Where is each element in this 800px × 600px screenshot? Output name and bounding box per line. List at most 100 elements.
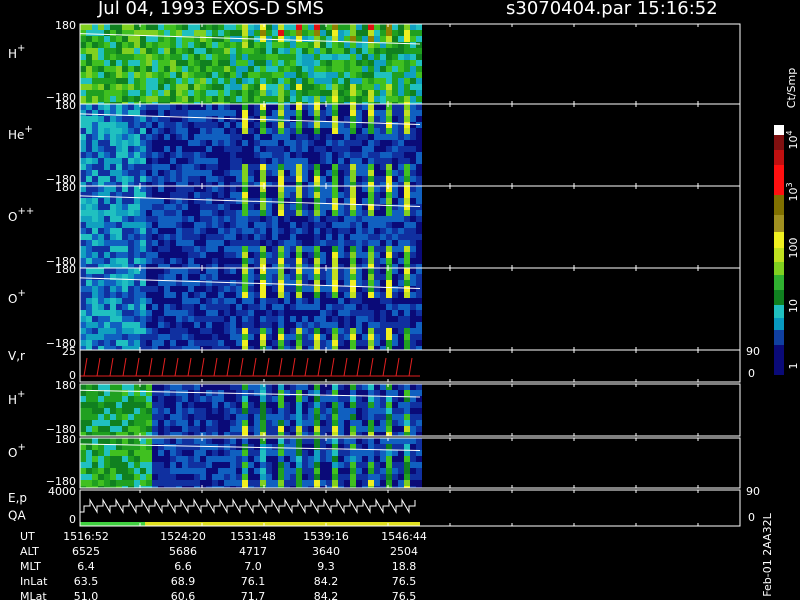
spectrogram-cell [296,450,302,456]
colorbar-label: 10 [787,299,800,313]
spectrogram-cell [122,152,128,158]
spectrogram-cell [416,228,422,234]
spectrogram-cell [266,240,272,246]
spectrogram-cell [410,122,416,128]
spectrogram-cell [158,264,164,268]
spectrogram-cell [110,426,116,432]
spectrogram-cell [116,450,122,456]
spectrogram-cell [374,216,380,222]
spectrogram-cell [92,480,98,486]
spectrogram-cell [182,204,188,210]
spectrogram-cell [356,42,362,48]
spectrogram-cell [206,384,212,390]
spectrogram-cell [122,486,128,488]
spectrogram-cell [254,450,260,456]
spectrogram-cell [332,462,338,468]
spectrogram-cell [320,346,326,350]
spectrogram-cell [314,182,320,186]
spectrogram-cell [260,42,266,48]
spectrogram-cell [320,316,326,322]
spectrogram-cell [146,182,152,186]
spectrogram-cell [104,346,110,350]
spectrogram-cell [98,292,104,298]
spectrogram-cell [338,54,344,60]
spectrogram-cell [146,128,152,134]
spectrogram-cell [140,84,146,90]
spectrogram-cell [416,334,422,340]
spectrogram-cell [236,84,242,90]
spectrogram-cell [332,30,338,36]
spectrogram-cell [158,66,164,72]
spectrogram-cell [134,402,140,408]
spectrogram-cell [98,222,104,228]
spectrogram-cell [86,54,92,60]
spectrogram-cell [170,334,176,340]
spectrogram [80,186,422,268]
spectrogram-cell [344,96,350,102]
spectrogram-cell [158,246,164,252]
spectrogram-cell [386,104,392,110]
spectrogram-cell [320,42,326,48]
spectrogram-cell [308,24,314,30]
spectrogram-cell [164,36,170,42]
spectrogram-cell [392,462,398,468]
spectrogram-cell [302,78,308,84]
spectrogram-cell [230,60,236,66]
spectrogram-cell [416,60,422,66]
spectrogram-cell [206,298,212,304]
spectrogram-cell [212,192,218,198]
spectrogram-cell [242,182,248,186]
spectrogram-cell [302,444,308,450]
spectrogram-cell [302,426,308,432]
spectrogram-cell [224,182,230,186]
spectrogram-cell [218,438,224,444]
spectrogram-cell [356,222,362,228]
spectrogram-cell [230,346,236,350]
spectrogram-cell [326,170,332,176]
spectrogram-cell [266,146,272,152]
spectrogram-cell [314,42,320,48]
spectrogram-cell [272,322,278,328]
spectrogram-cell [386,408,392,414]
spectrogram-cell [146,246,152,252]
spectrogram-cell [416,210,422,216]
spectrogram-cell [158,252,164,258]
spectrogram-cell [320,474,326,480]
spectrogram-cell [170,24,176,30]
spectrogram-cell [176,480,182,486]
spectrogram-cell [392,346,398,350]
spectrogram-cell [182,438,188,444]
spectrogram-cell [302,286,308,292]
spectrogram-cell [296,36,302,42]
trace [79,389,421,398]
spectrogram-cell [152,322,158,328]
spectrogram-cell [338,438,344,444]
spectrogram-cell [128,402,134,408]
spectrogram-cell [80,426,86,432]
spectrogram-cell [278,90,284,96]
spectrogram-cell [326,122,332,128]
spectrogram-cell [236,340,242,346]
spectrogram-cell [104,246,110,252]
spectrogram-cell [116,420,122,426]
spectrogram-cell [104,54,110,60]
spectrogram-cell [146,122,152,128]
spectrogram-cell [152,36,158,42]
spectrogram-cell [416,462,422,468]
spectrogram-cell [140,48,146,54]
cell: 4717 [239,545,267,558]
spectrogram-cell [344,176,350,182]
spectrogram-cell [104,444,110,450]
spectrogram-cell [182,340,188,346]
spectrogram-cell [308,84,314,90]
spectrogram-cell [176,340,182,346]
spectrogram-cell [236,222,242,228]
spectrogram-cell [392,474,398,480]
spectrogram-cell [266,246,272,252]
spectrogram-cell [278,258,284,264]
spectrogram-cell [290,116,296,122]
spectrogram-cell [92,36,98,42]
spectrogram-cell [152,246,158,252]
spectrogram-cell [230,66,236,72]
spectrogram-cell [92,432,98,436]
